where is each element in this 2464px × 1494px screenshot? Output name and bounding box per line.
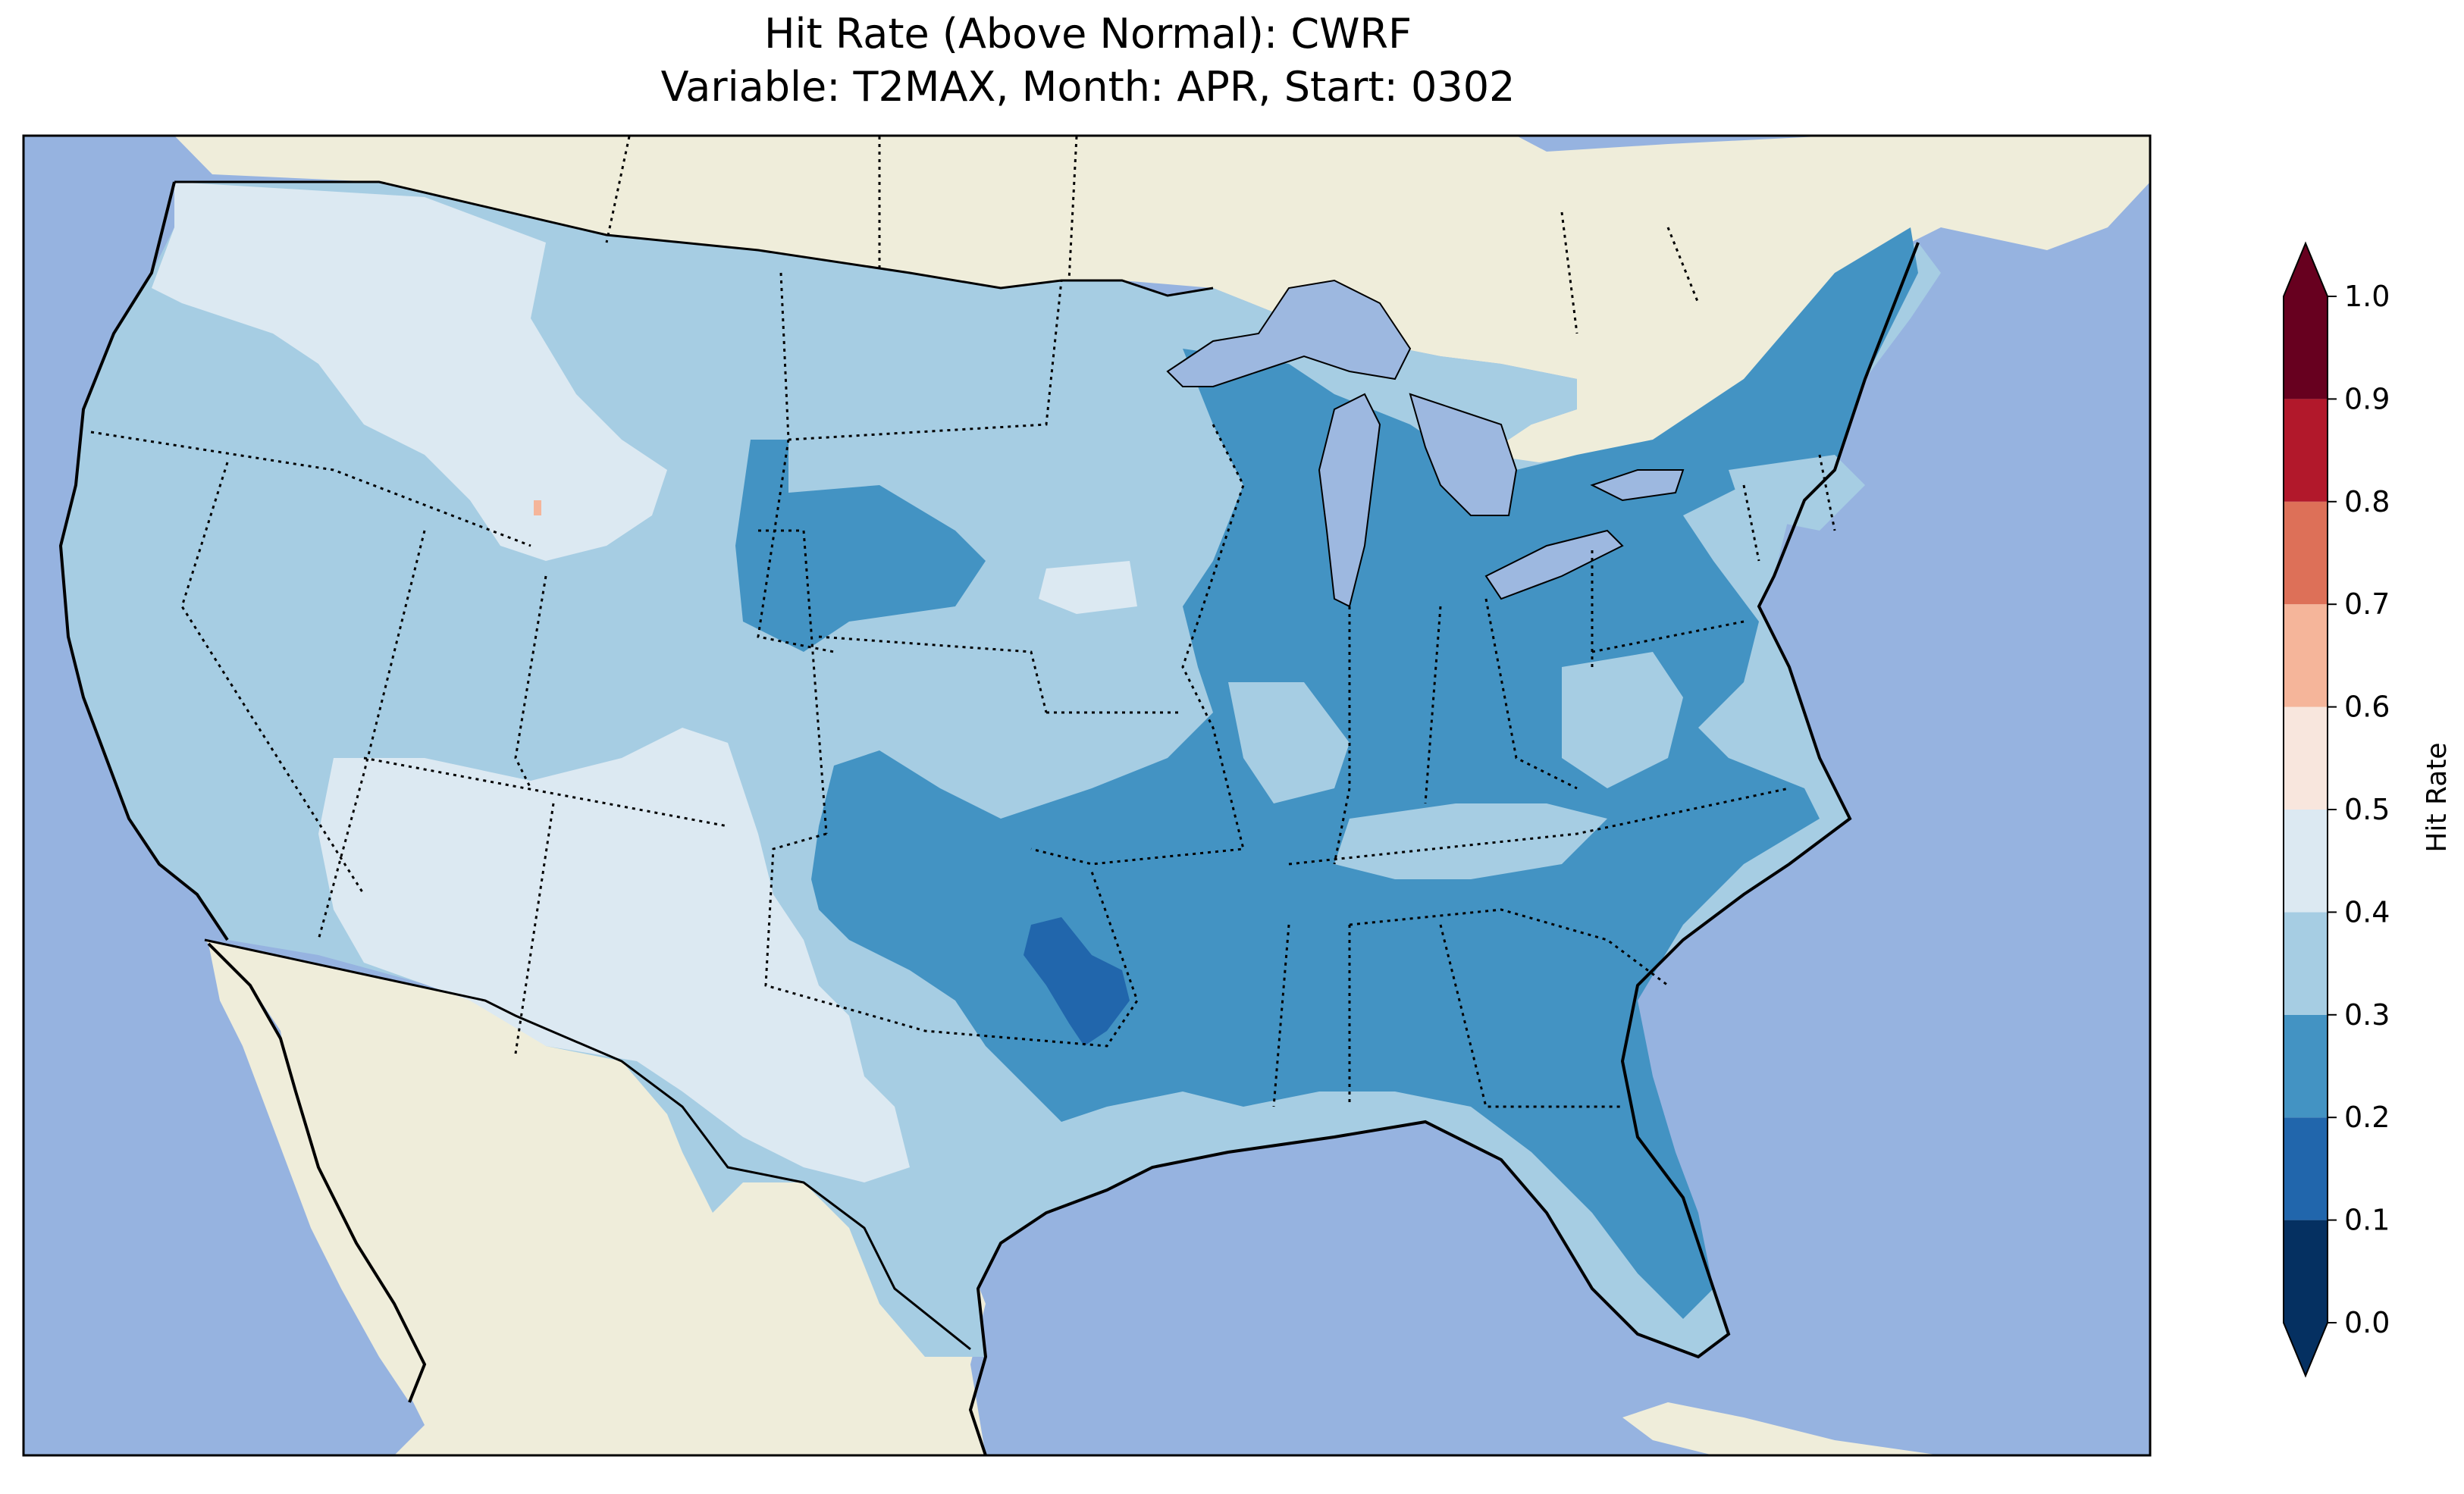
- map-subtitle: Variable: T2MAX, Month: APR, Start: 0302: [660, 63, 1516, 111]
- region-bin-0.3-missouri: [1228, 682, 1350, 803]
- colorbar-tick-label: 0.4: [2344, 895, 2390, 929]
- colorbar-tick-label: 0.9: [2344, 382, 2390, 415]
- colorbar-tick-label: 0.8: [2344, 485, 2390, 518]
- colorbar-extend-max: [2284, 243, 2328, 296]
- region-bin-0.4-southwest: [318, 728, 910, 1182]
- lake-huron: [1409, 393, 1518, 516]
- national-borders: [174, 180, 1214, 1351]
- region-bin-0.4-northwest: [152, 182, 667, 561]
- lake-erie: [1484, 529, 1624, 600]
- colorbar-tick-label: 0.7: [2344, 587, 2390, 621]
- region-bin-0.3-mid-atlantic: [1562, 652, 1683, 788]
- colorbar-tick-label: 0.3: [2344, 998, 2390, 1032]
- colorbar-label: Hit Rate: [2422, 742, 2453, 852]
- colorbar-bin: [2284, 399, 2328, 502]
- colorbar-bin: [2284, 706, 2328, 810]
- colorbar-bin: [2284, 912, 2328, 1015]
- lake-michigan: [1318, 393, 1381, 608]
- map-title: Hit Rate (Above Normal): CWRF: [763, 10, 1412, 58]
- region-bin-0.4-nebraska: [1039, 561, 1137, 614]
- colorbar-bin: [2284, 810, 2328, 913]
- cuba-land: [1622, 1402, 1941, 1455]
- region-bin-0.2-dakotas: [735, 440, 986, 652]
- colorbar-extend-min: [2284, 1323, 2328, 1376]
- colorbar-tick-label: 0.0: [2344, 1306, 2390, 1339]
- colorbar-tick-label: 0.5: [2344, 793, 2390, 826]
- state-borders: [90, 136, 1836, 1108]
- canada-land: [174, 136, 2150, 531]
- lake-ontario: [1590, 469, 1685, 502]
- colorbar-tick-label: 0.1: [2344, 1204, 2390, 1237]
- colorbar-bin: [2284, 604, 2328, 707]
- baja-peninsula: [208, 944, 425, 1402]
- colorbar-tick-label: 0.6: [2344, 691, 2390, 724]
- colorbar-bin: [2284, 296, 2328, 399]
- colorbar-bin: [2284, 1220, 2328, 1323]
- colorbar-bin: [2284, 501, 2328, 605]
- region-bin-0.3-kentucky: [1334, 803, 1607, 879]
- region-bin-0.2-east: [811, 227, 1918, 1319]
- region-bin-0.6-outlier: [534, 500, 541, 515]
- lake-superior: [1166, 279, 1412, 387]
- colorbar-tick-label: 0.2: [2344, 1101, 2390, 1134]
- map-frame: [22, 134, 2152, 1457]
- region-bin-0.1-oklahoma: [1024, 917, 1130, 1046]
- great-lakes: [1166, 279, 1685, 608]
- coastlines: [58, 181, 1920, 1455]
- colorbar-tick-label: 1.0: [2344, 280, 2390, 313]
- colorbar-bin: [2284, 1014, 2328, 1118]
- colorbar-bin: [2284, 1117, 2328, 1220]
